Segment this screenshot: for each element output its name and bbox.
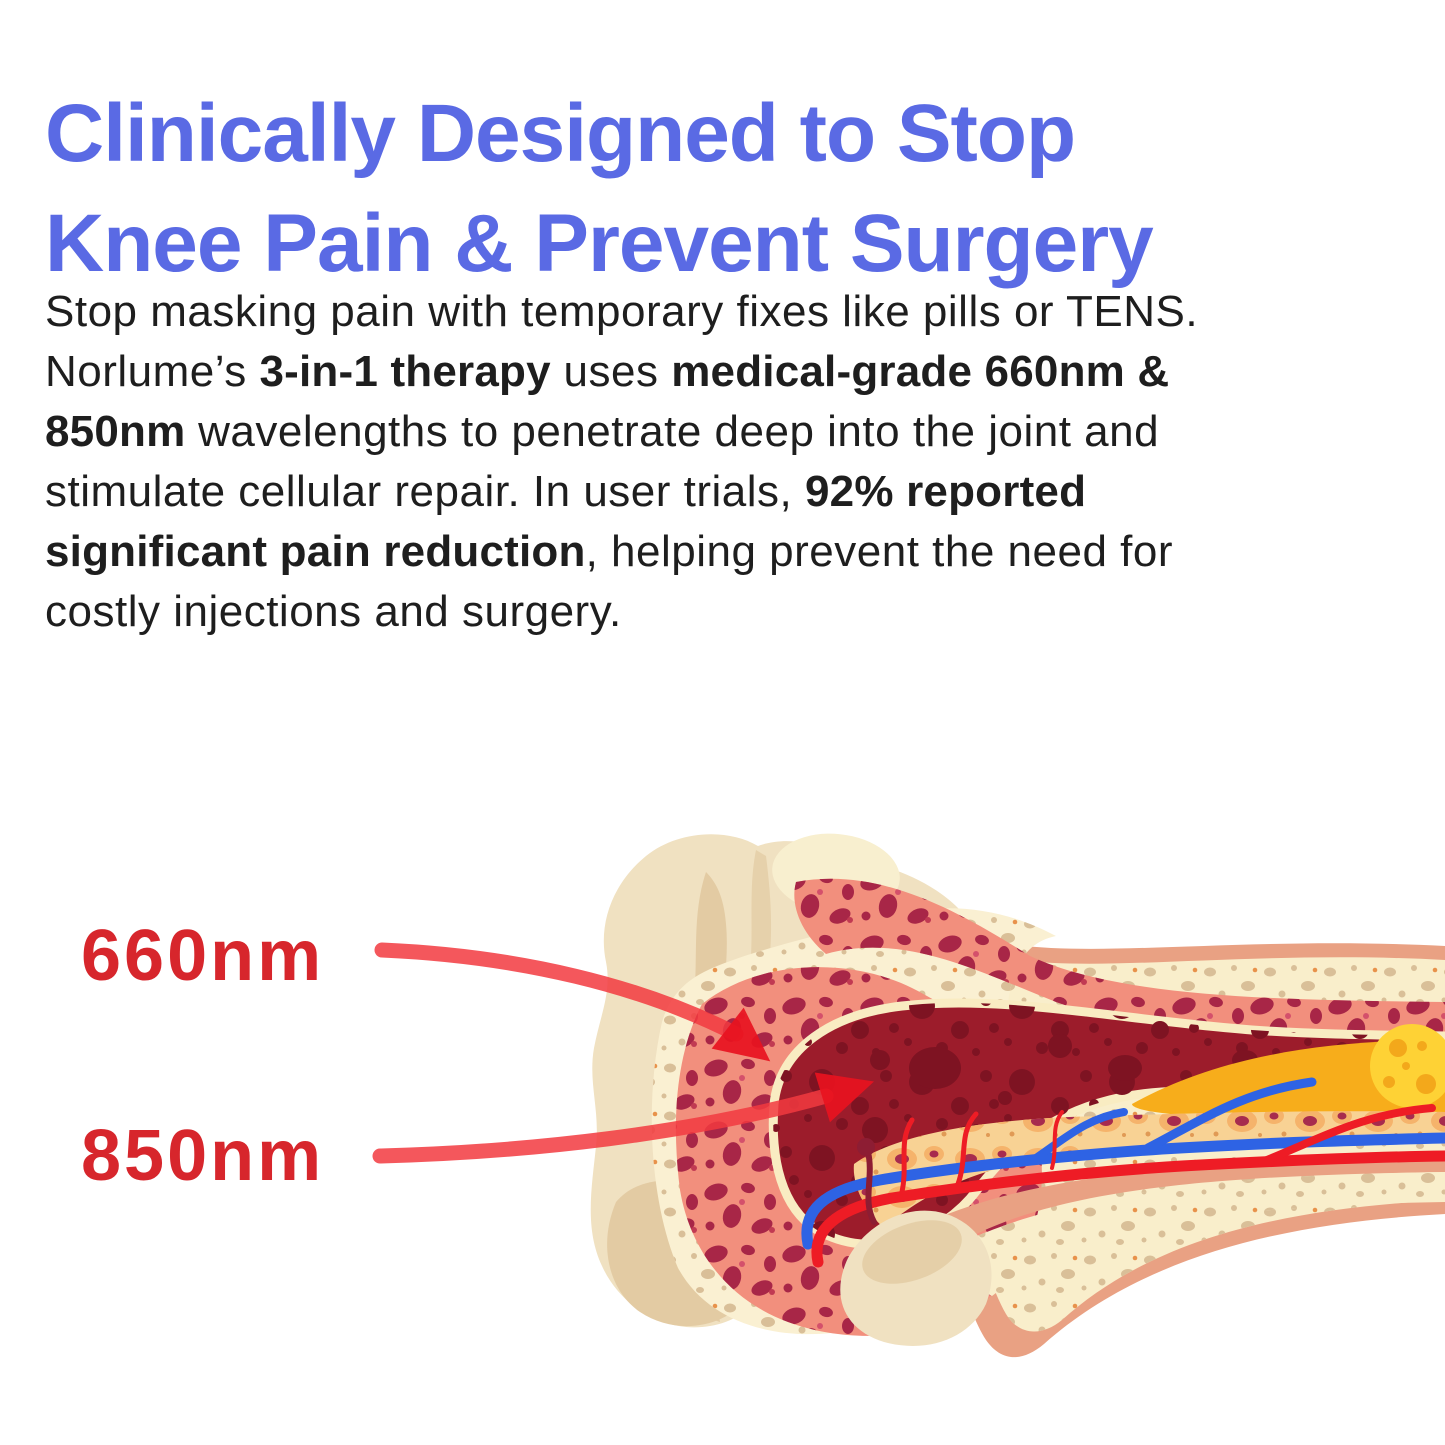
yellow-marrow bbox=[1132, 1040, 1445, 1120]
vein-blue-branch bbox=[1143, 1077, 1317, 1153]
wavelength-label-850nm: 850nm bbox=[81, 1116, 325, 1196]
660nm-arrow-line bbox=[374, 942, 744, 1042]
blood-vessels bbox=[801, 1077, 1445, 1268]
intro-paragraph-line: stimulate cellular repair. In user trial… bbox=[45, 467, 1087, 516]
lower-periosteum-sliver bbox=[908, 1156, 1445, 1258]
capillary-bulb bbox=[857, 1138, 875, 1156]
vein-blue bbox=[801, 1132, 1445, 1250]
850nm-arrowhead bbox=[814, 1072, 874, 1123]
850nm-arrow-line bbox=[372, 1088, 834, 1164]
page-title: Clinically Designed to Stop Knee Pain & … bbox=[45, 79, 1154, 299]
660nm-arrow bbox=[374, 942, 771, 1062]
lower-compact-bone-dots bbox=[934, 1172, 1445, 1296]
fat-globule bbox=[1370, 1024, 1445, 1108]
page-title-line-1: Clinically Designed to Stop bbox=[45, 87, 1076, 179]
intro-paragraph: Stop masking pain with temporary fixes l… bbox=[45, 282, 1415, 642]
bone-head-lower-lobe-shadow bbox=[862, 1220, 962, 1284]
artery-red-branch bbox=[1258, 1104, 1436, 1166]
capillary bbox=[899, 1117, 915, 1195]
capillary-dark bbox=[865, 1149, 877, 1225]
850nm-arrow bbox=[372, 1072, 874, 1164]
capillary bbox=[1050, 1110, 1064, 1170]
wavelength-label-660nm: 660nm bbox=[81, 916, 325, 996]
intro-paragraph-line: costly injections and surgery. bbox=[45, 587, 622, 636]
spongy-band-top-ovals bbox=[794, 878, 1445, 1040]
660nm-arrowhead bbox=[711, 1007, 771, 1062]
intro-paragraph-line: significant pain reduction, helping prev… bbox=[45, 527, 1173, 576]
femur-bone-diagram bbox=[590, 833, 1445, 1358]
capillary bbox=[955, 1111, 979, 1187]
intro-paragraph-line: 850nm wavelengths to penetrate deep into… bbox=[45, 407, 1160, 456]
vein-blue-branch bbox=[1032, 1108, 1128, 1162]
page-title-line-2: Knee Pain & Prevent Surgery bbox=[45, 197, 1154, 289]
artery-red bbox=[811, 1150, 1445, 1268]
intro-paragraph-line: Norlume’s 3-in-1 therapy uses medical-gr… bbox=[45, 347, 1170, 396]
intro-paragraph-line: Stop masking pain with temporary fixes l… bbox=[45, 287, 1199, 336]
